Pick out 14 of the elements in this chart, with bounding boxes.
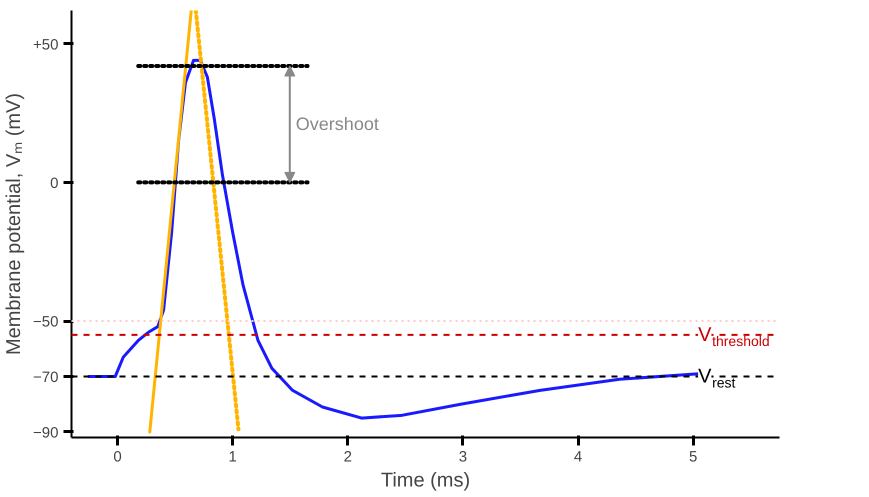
- x-axis-title: Time (ms): [380, 470, 470, 492]
- y-tick-label: +50: [33, 36, 59, 54]
- x-tick-label: 4: [574, 448, 582, 466]
- y-tick-label: 0: [50, 174, 58, 192]
- x-tick-label: 1: [228, 448, 237, 466]
- y-tick-label: −50: [33, 314, 59, 331]
- x-tick-label: 0: [113, 448, 122, 466]
- y-tick-label: −70: [33, 369, 59, 386]
- x-tick-label: 2: [344, 448, 352, 466]
- x-tick-label: 3: [458, 448, 468, 466]
- x-tick-label: 5: [688, 448, 698, 466]
- y-axis-title: Membrane potential, Vₘ (mV): [3, 92, 26, 356]
- annotation: Overshoot: [296, 114, 379, 134]
- y-tick-label: −90: [33, 424, 59, 442]
